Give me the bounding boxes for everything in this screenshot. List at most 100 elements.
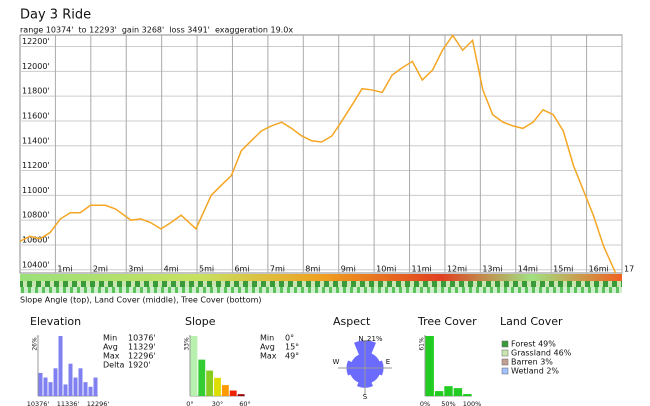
bar: [198, 359, 206, 396]
strip-caption: Slope Angle (top), Land Cover (middle), …: [20, 296, 262, 305]
stat-label: Avg: [260, 343, 275, 352]
aspect-wedge: [351, 354, 366, 369]
bar: [453, 388, 463, 396]
bar: [58, 336, 63, 396]
x-label: 50%: [441, 400, 455, 406]
bar: [48, 382, 53, 396]
stat-label: Max: [260, 352, 277, 361]
panel-title: Tree Cover: [417, 315, 477, 328]
subtitle: range 10374' to 12293' gain 3268' loss 3…: [20, 26, 293, 35]
elevation-line: [19, 34, 617, 274]
x-tick-label: 6mi: [234, 265, 249, 274]
panel-title: Aspect: [333, 315, 371, 328]
x-tick-label: 2mi: [93, 265, 108, 274]
legend-label: Forest 49%: [511, 340, 556, 349]
x-tick-label: 5mi: [199, 265, 214, 274]
bar: [214, 377, 221, 396]
bar: [78, 368, 83, 396]
x-tick-label: 15mi: [553, 265, 573, 274]
y-tick-label: 11800': [22, 87, 50, 96]
legend-label: Barren 3%: [511, 358, 553, 367]
stat-label: Min: [103, 334, 117, 343]
y-tick-label: 11400': [22, 136, 50, 145]
stat-value: 0°: [285, 334, 294, 343]
legend-label: Wetland 2%: [511, 367, 559, 376]
bar: [434, 391, 444, 396]
y-tick-label: 11600': [22, 111, 50, 120]
direction-label: S: [363, 393, 368, 401]
x-tick-label: 10mi: [376, 265, 396, 274]
aspect-max-label: 21%: [367, 335, 383, 343]
x-label: 100%: [463, 400, 482, 406]
land-strip: [20, 281, 622, 287]
direction-label: W: [333, 358, 340, 366]
tree-strip: [20, 287, 622, 293]
bar: [73, 377, 78, 396]
direction-label: E: [386, 358, 390, 366]
stat-label: Delta: [103, 361, 124, 370]
y-tick-label: 11200': [22, 161, 50, 170]
x-tick-label: 13mi: [482, 265, 502, 274]
x-label: 0°: [186, 400, 193, 406]
y-tick-label: 10600': [22, 235, 50, 244]
stat-value: 11329': [128, 343, 156, 352]
legend-swatch: [501, 367, 509, 375]
x-tick-label: 14mi: [518, 265, 538, 274]
bar: [425, 336, 434, 396]
bar: [190, 336, 198, 396]
y-tick-label: 10800': [22, 211, 50, 220]
y-tick-label: 11000': [22, 186, 50, 195]
bar: [463, 394, 472, 396]
y-tick-label: 10400': [22, 260, 50, 269]
max-label: 33%: [184, 337, 191, 351]
stat-value: 12296': [128, 352, 156, 361]
max-label: 61%: [419, 337, 426, 351]
x-label: 12296': [87, 400, 110, 406]
bar: [206, 370, 214, 396]
y-tick-label: 12000': [22, 62, 50, 71]
bar: [53, 368, 58, 396]
title: Day 3 Ride: [20, 8, 91, 23]
direction-label: N: [358, 335, 363, 343]
x-tick-label: 16mi: [589, 265, 609, 274]
bar: [237, 394, 245, 396]
panel-title: Elevation: [30, 315, 81, 328]
stat-value: 49°: [285, 352, 299, 361]
panel-title: Land Cover: [500, 315, 563, 328]
bar: [43, 377, 48, 396]
legend-swatch: [501, 340, 509, 348]
x-label: 0%: [420, 400, 430, 406]
bar: [444, 386, 453, 396]
bar: [229, 390, 237, 396]
x-tick-label: 4mi: [164, 265, 179, 274]
x-tick-label: 7mi: [270, 265, 285, 274]
y-tick-label: 12200': [22, 37, 50, 46]
x-tick-label: 12mi: [447, 265, 467, 274]
panel-title: Slope: [185, 315, 216, 328]
max-label: 26%: [32, 337, 39, 351]
x-label: 30°: [212, 400, 224, 406]
legend-swatch: [501, 358, 509, 366]
x-tick-label: 1mi: [57, 265, 72, 274]
x-tick-label: 8mi: [305, 265, 320, 274]
bar: [68, 363, 73, 396]
bar: [88, 386, 93, 396]
slope-strip: [20, 274, 622, 281]
bar: [93, 377, 98, 396]
bar: [38, 372, 43, 396]
x-label: 60°: [239, 400, 251, 406]
x-label: 10376': [27, 400, 50, 406]
x-tick-label: 9mi: [341, 265, 356, 274]
legend-swatch: [501, 349, 509, 357]
x-tick-label: 3mi: [128, 265, 143, 274]
bar: [83, 382, 88, 396]
stat-label: Min: [260, 334, 274, 343]
plot-frame: [19, 34, 623, 274]
stat-label: Max: [103, 352, 120, 361]
x-tick-label: 17: [624, 265, 634, 274]
stat-value: 15°: [285, 343, 299, 352]
bar: [63, 384, 68, 396]
x-tick-label: 11mi: [412, 265, 432, 274]
bar: [221, 385, 229, 396]
